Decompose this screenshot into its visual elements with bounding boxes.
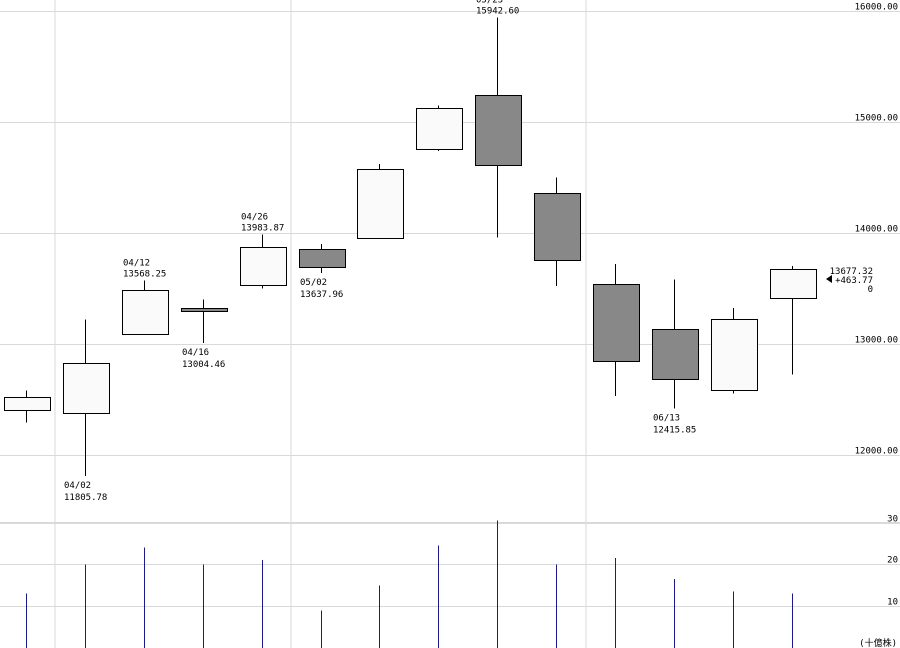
- candle-body: [357, 169, 404, 239]
- annotation-value: 13637.96: [300, 290, 343, 300]
- last-price-marker: 13677.32 +463.77 0: [826, 267, 873, 295]
- candles: [4, 17, 817, 477]
- vertical-grid: [54, 0, 587, 648]
- price-tick-label: 15000.00: [855, 114, 898, 124]
- grid: [0, 11, 900, 607]
- annotation-value: 15942.60: [476, 6, 519, 16]
- volume-axis: (十億株) 10 20 30: [859, 515, 898, 648]
- annotation-value: 11805.78: [64, 493, 107, 503]
- candle-body: [4, 397, 51, 411]
- annotation-value: 13568.25: [123, 270, 166, 280]
- last-price-change: +463.77: [835, 276, 873, 286]
- volume-tick-label: 10: [887, 598, 898, 608]
- price-axis: 12000.00 13000.00 14000.00 15000.00 16000.00: [855, 3, 898, 457]
- annotation-value: 13983.87: [241, 224, 284, 234]
- candle-body: [711, 319, 758, 391]
- candle-body: [652, 329, 699, 380]
- candle-body: [122, 290, 169, 335]
- price-tick-label: 16000.00: [855, 3, 898, 13]
- annotation-date: 05/02: [300, 278, 327, 288]
- candle-body: [181, 308, 228, 312]
- candle-body: [299, 249, 346, 268]
- volume-unit-label: (十億株): [859, 637, 897, 648]
- annotation-date: 04/12: [123, 259, 150, 269]
- price-tick-label: 13000.00: [855, 336, 898, 346]
- candle-body: [770, 269, 817, 299]
- annotation-date: 04/26: [241, 213, 268, 223]
- candle-body: [240, 247, 287, 286]
- annotation-date: 06/13: [653, 413, 680, 423]
- annotation-value: 12415.85: [653, 425, 696, 435]
- price-tick-label: 14000.00: [855, 225, 898, 235]
- price-tick-label: 12000.00: [855, 447, 898, 457]
- volume-tick-label: 20: [887, 556, 898, 566]
- last-price-arrow: [826, 275, 832, 283]
- volume-bars: [25, 520, 794, 648]
- candle-body: [63, 363, 110, 414]
- annotation-value: 13004.46: [182, 360, 225, 370]
- last-price-extra: 0: [868, 285, 873, 295]
- annotation-date: 05/23: [476, 0, 503, 5]
- candle-body: [475, 95, 522, 166]
- annotation-date: 04/16: [182, 348, 209, 358]
- candle-body: [416, 108, 463, 150]
- volume-tick-label: 30: [887, 515, 898, 525]
- annotation-date: 04/02: [64, 481, 91, 491]
- candle-body: [593, 284, 640, 362]
- candle-body: [534, 193, 581, 261]
- last-price-value: 13677.32: [830, 267, 873, 277]
